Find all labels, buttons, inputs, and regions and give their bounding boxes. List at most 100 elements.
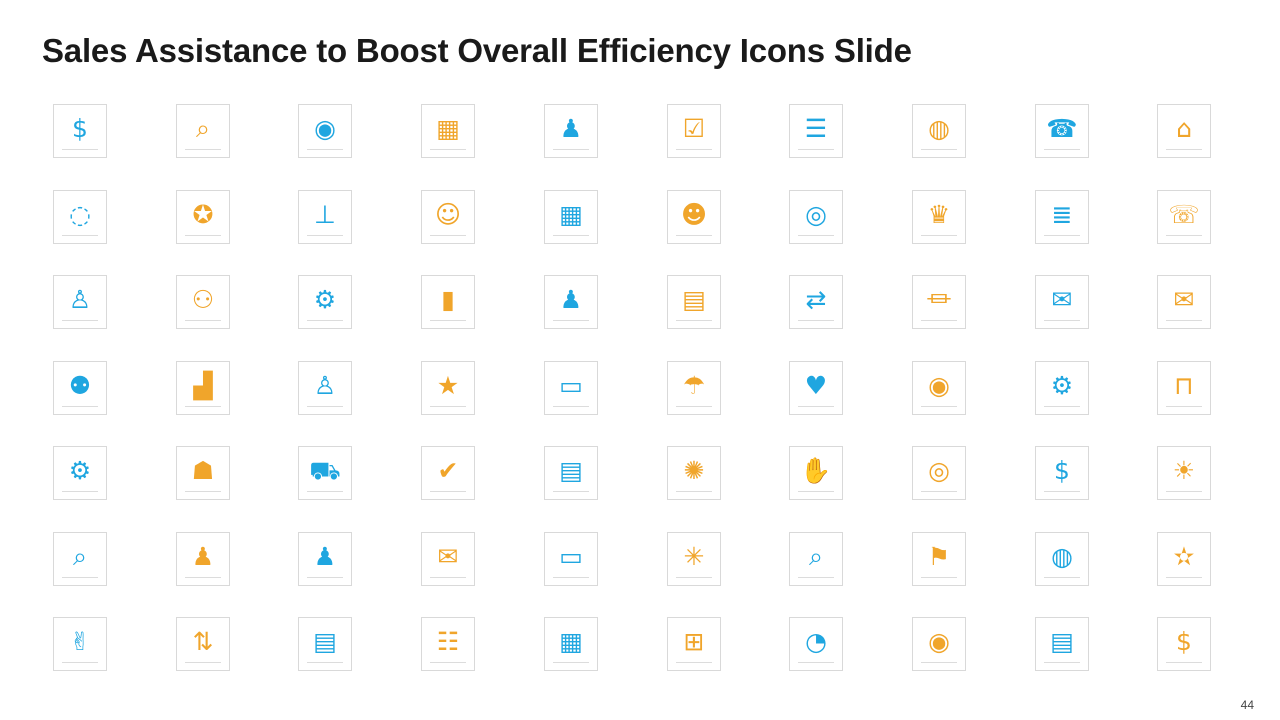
- lightbulb-icon: ☀: [1172, 456, 1196, 485]
- tile-divider: [185, 577, 221, 578]
- tile-divider: [307, 149, 343, 150]
- icon-tile: ♙: [53, 275, 107, 329]
- icon-tile: ⌕: [53, 532, 107, 586]
- thumbs-up-icon: ✌: [69, 627, 91, 656]
- icon-tile: ⛟: [298, 446, 352, 500]
- magnifier-pie-icon: ◔: [805, 627, 827, 656]
- icon-tile: ✺: [667, 446, 721, 500]
- envelope-at-icon: ✉: [437, 542, 459, 571]
- icon-tile: ▤: [544, 446, 598, 500]
- coins-search-icon: ⌕: [195, 114, 210, 143]
- tile-divider: [430, 149, 466, 150]
- icon-tile: ✔: [421, 446, 475, 500]
- tile-divider: [553, 406, 589, 407]
- icon-tile: ☰: [789, 104, 843, 158]
- eye-icon: ◉: [928, 627, 950, 656]
- icon-tile: ◉: [298, 104, 352, 158]
- icon-tile: ◎: [912, 446, 966, 500]
- database-transfer-icon: ≣: [1051, 200, 1073, 229]
- tile-divider: [1166, 491, 1202, 492]
- certificate-icon: ▤: [1050, 627, 1074, 656]
- tile-divider: [307, 320, 343, 321]
- tile-divider: [62, 320, 98, 321]
- chart-search-icon: ⌕: [72, 542, 87, 571]
- tile-divider: [185, 662, 221, 663]
- tile-divider: [430, 235, 466, 236]
- slide-title: Sales Assistance to Boost Overall Effici…: [42, 32, 912, 69]
- icon-tile: ♟: [544, 104, 598, 158]
- icon-tile: ◍: [912, 104, 966, 158]
- tile-divider: [1166, 320, 1202, 321]
- icon-tile: ☂: [667, 361, 721, 415]
- icon-tile: ⊓: [1157, 361, 1211, 415]
- tile-divider: [553, 149, 589, 150]
- clipboard-search-icon: ▤: [313, 627, 337, 656]
- icon-tile: ♥: [789, 361, 843, 415]
- icon-tile: ☀: [1157, 446, 1211, 500]
- icon-tile: ☏: [1157, 190, 1211, 244]
- customer-support-call-icon: ☎: [1046, 114, 1078, 143]
- hand-coin-icon: ◉: [928, 371, 950, 400]
- bank-icon: ⏛: [926, 285, 952, 314]
- icon-tile: ▭: [544, 361, 598, 415]
- tile-divider: [798, 491, 834, 492]
- gear-wrench-icon: ⚙: [1050, 371, 1074, 400]
- hierarchy-boxes-icon: ⊥: [314, 200, 336, 229]
- team-hierarchy-dollar-icon: ⚇: [191, 285, 215, 314]
- tile-divider: [798, 320, 834, 321]
- tile-divider: [1166, 149, 1202, 150]
- thumbs-up-down-icon: ⇅: [192, 627, 214, 656]
- tile-divider: [307, 491, 343, 492]
- icon-tile: ✉: [1157, 275, 1211, 329]
- icon-tile: ◍: [1035, 532, 1089, 586]
- tile-divider: [62, 406, 98, 407]
- icon-tile: ✪: [176, 190, 230, 244]
- tile-divider: [676, 662, 712, 663]
- icon-tile: ✌: [53, 617, 107, 671]
- tile-divider: [1044, 406, 1080, 407]
- tile-divider: [185, 320, 221, 321]
- tile-divider: [1166, 406, 1202, 407]
- meeting-table-icon: ⊞: [683, 627, 705, 656]
- meeting-team-icon: ⚉: [68, 371, 92, 400]
- document-icon: ☰: [804, 114, 828, 143]
- tile-divider: [676, 320, 712, 321]
- team-meeting-gear-icon: ⚙: [68, 456, 92, 485]
- tile-divider: [1044, 320, 1080, 321]
- bar-chart-pin-icon: ▮: [441, 285, 455, 314]
- hand-money-icon: $: [72, 114, 88, 143]
- icon-tile: ◉: [912, 617, 966, 671]
- piggy-bank-dollar-icon: $: [1176, 627, 1192, 656]
- businessman-dollar-gear-icon: ♟: [559, 285, 583, 314]
- checklist-gear-icon: ☷: [436, 627, 460, 656]
- tile-divider: [676, 149, 712, 150]
- user-star-icon: ★: [436, 371, 460, 400]
- calculator-dollar-gear-icon: ▦: [559, 627, 583, 656]
- icon-tile: ▤: [667, 275, 721, 329]
- icon-tile: ▦: [544, 190, 598, 244]
- tile-divider: [676, 491, 712, 492]
- team-ideas-icon: ✺: [683, 456, 705, 485]
- icon-tile: ◎: [789, 190, 843, 244]
- businessman-dollar-icon: ♟: [559, 114, 583, 143]
- tile-divider: [1044, 235, 1080, 236]
- tile-divider: [798, 406, 834, 407]
- icon-tile: ⇅: [176, 617, 230, 671]
- icon-tile: ☑: [667, 104, 721, 158]
- calculator-gear-icon: ▤: [682, 285, 706, 314]
- icon-tile: ⌕: [789, 532, 843, 586]
- tile-divider: [1044, 149, 1080, 150]
- icon-tile: ⚇: [176, 275, 230, 329]
- icon-tile: ☎: [1035, 104, 1089, 158]
- icon-tile: ⚙: [1035, 361, 1089, 415]
- tile-divider: [798, 149, 834, 150]
- icon-tile: ◔: [789, 617, 843, 671]
- tile-divider: [921, 491, 957, 492]
- tile-divider: [1166, 235, 1202, 236]
- icon-tile: ⚑: [912, 532, 966, 586]
- tile-divider: [430, 491, 466, 492]
- calendar-icon: ▦: [559, 200, 583, 229]
- icon-tile: ▟: [176, 361, 230, 415]
- home-icon: ⌂: [1176, 114, 1192, 143]
- delivery-truck-icon: ⛟: [309, 456, 341, 485]
